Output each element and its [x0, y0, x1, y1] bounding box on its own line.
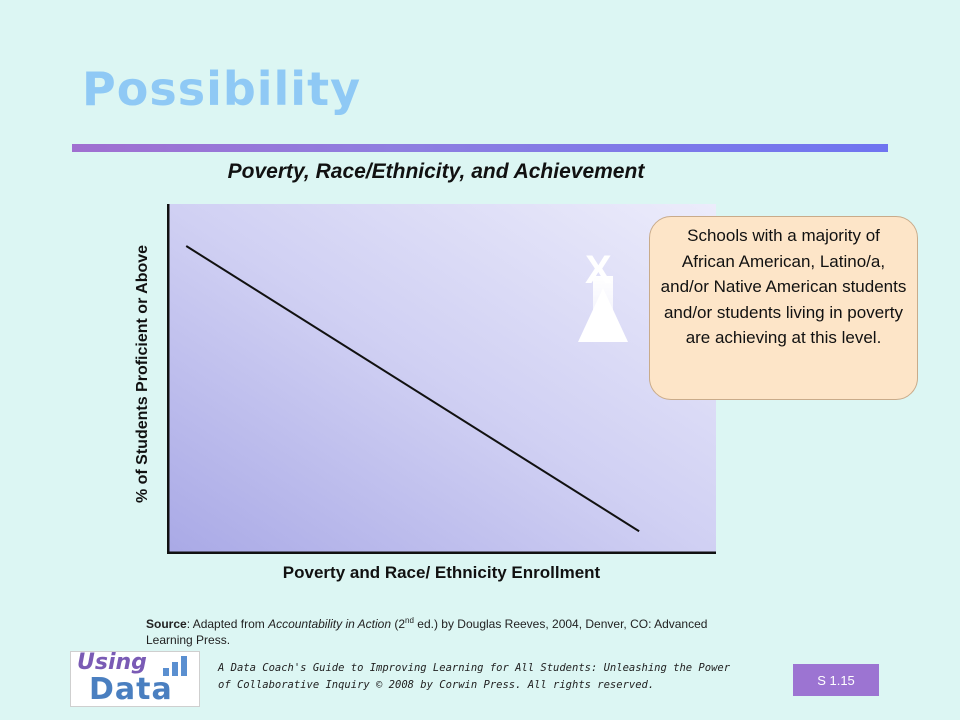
footer-citation: A Data Coach's Guide to Improving Learni… [218, 662, 731, 691]
logo-bar-3 [181, 656, 187, 676]
slide-title: Possibility [82, 62, 362, 116]
x-axis-label: Poverty and Race/ Ethnicity Enrollment [282, 563, 601, 582]
source-label: Source [146, 617, 187, 631]
using-data-logo: Using Data [70, 650, 200, 707]
callout-box: Schools with a majority of African Ameri… [649, 216, 918, 400]
chart-svg: X [167, 204, 716, 554]
slide-number-badge: S 1.15 [793, 664, 879, 696]
source-note: Source: Adapted from Accountability in A… [146, 613, 726, 648]
y-axis-label: % of Students Proficient or Above [134, 244, 151, 504]
up-arrow-head [578, 288, 628, 342]
source-post: ed.) by Douglas Reeves, 2004, Denver, CO… [146, 617, 708, 647]
logo-bar-1 [163, 668, 169, 676]
logo-using: Using [77, 650, 147, 675]
logo-bar-2 [172, 662, 178, 676]
chart-title: Poverty, Race/Ethnicity, and Achievement [227, 160, 645, 183]
x-marker: X [585, 248, 612, 292]
source-edition: (2 [391, 617, 406, 631]
title-divider [72, 144, 888, 152]
source-pre: : Adapted from [186, 617, 269, 631]
chart-plot-area: X [167, 204, 716, 554]
logo-data: Data [89, 672, 173, 707]
source-book: Accountability in Action [268, 617, 392, 631]
trend-line-0 [185, 245, 640, 533]
source-edition-sup: nd [405, 616, 414, 625]
